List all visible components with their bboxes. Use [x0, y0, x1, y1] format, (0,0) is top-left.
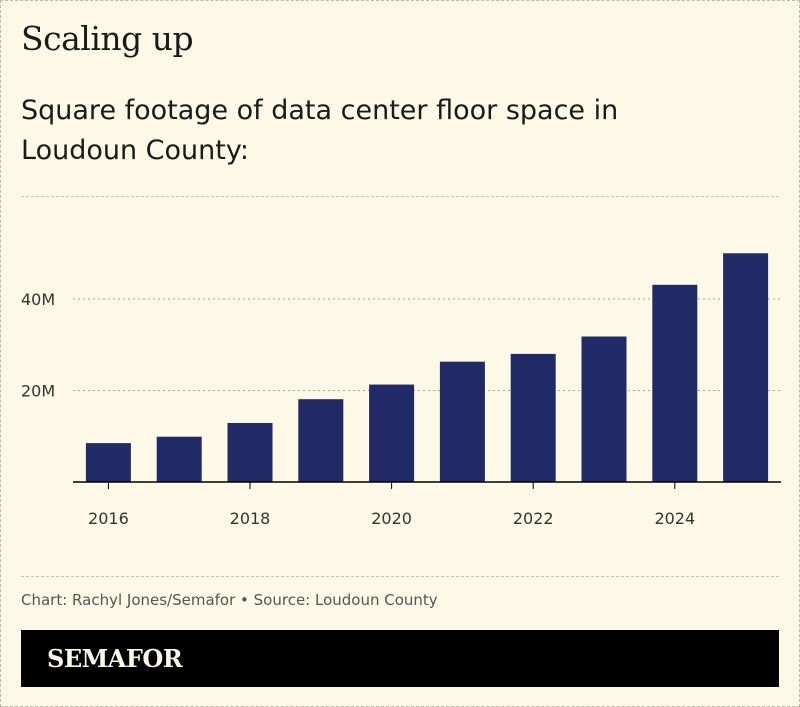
chart-title: Scaling up: [21, 19, 194, 58]
bar-2022: [510, 353, 556, 482]
x-tick-label: 2022: [513, 509, 554, 528]
logo-bar: SEMAFOR: [21, 630, 779, 687]
divider: [21, 196, 779, 197]
bar-2020: [369, 384, 415, 482]
chart-credit: Chart: Rachyl Jones/Semafor • Source: Lo…: [21, 591, 438, 609]
bar-2025: [723, 253, 769, 482]
bar-chart: 20M 40M 2016 2018 2020 2022 2024: [21, 253, 781, 528]
chart-subtitle: Square footage of data center floor spac…: [21, 95, 619, 166]
bar-2016: [85, 443, 131, 482]
x-tick-label: 2020: [371, 509, 412, 528]
bar-2024: [652, 284, 698, 482]
bar-2019: [298, 399, 344, 482]
bar-2021: [439, 361, 485, 482]
x-tick-label: 2016: [88, 509, 129, 528]
bar-2018: [227, 422, 273, 482]
divider: [21, 576, 779, 577]
x-tick-label: 2018: [230, 509, 271, 528]
y-tick-label: 20M: [21, 382, 55, 401]
semafor-logo: SEMAFOR: [47, 644, 183, 673]
y-tick-label: 40M: [21, 290, 55, 309]
bar-2023: [581, 336, 627, 482]
bar-2017: [156, 436, 202, 482]
x-tick-label: 2024: [654, 509, 695, 528]
